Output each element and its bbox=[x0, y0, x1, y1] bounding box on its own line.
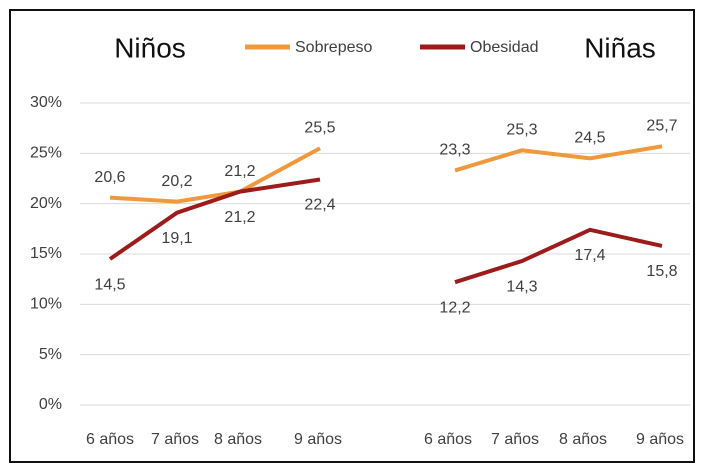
x-tick-label: 6 años bbox=[86, 431, 134, 448]
data-label: 19,1 bbox=[161, 230, 192, 247]
panel-title: Niñas bbox=[584, 32, 656, 63]
x-tick-label: 9 años bbox=[294, 431, 342, 448]
data-label: 12,2 bbox=[439, 299, 470, 316]
data-label: 20,6 bbox=[94, 169, 125, 186]
y-tick-label: 30% bbox=[30, 94, 62, 111]
x-tick-label: 6 años bbox=[424, 431, 472, 448]
x-tick-label: 8 años bbox=[559, 431, 607, 448]
y-tick-label: 10% bbox=[30, 296, 62, 313]
data-label: 17,4 bbox=[574, 247, 605, 264]
legend-label: Sobrepeso bbox=[295, 39, 372, 56]
data-label: 15,8 bbox=[646, 263, 677, 280]
x-tick-label: 8 años bbox=[214, 431, 262, 448]
y-tick-label: 0% bbox=[39, 396, 62, 413]
data-label: 21,2 bbox=[224, 163, 255, 180]
data-label: 21,2 bbox=[224, 209, 255, 226]
x-tick-label: 7 años bbox=[151, 431, 199, 448]
data-label: 25,5 bbox=[304, 120, 335, 137]
x-tick-label: 7 años bbox=[491, 431, 539, 448]
x-tick-label: 9 años bbox=[636, 431, 684, 448]
series-line bbox=[108, 177, 321, 261]
data-label: 23,3 bbox=[439, 142, 470, 159]
data-label: 22,4 bbox=[304, 197, 335, 214]
series-line bbox=[454, 227, 663, 285]
data-label: 24,5 bbox=[574, 130, 605, 147]
data-label: 14,5 bbox=[94, 276, 125, 293]
y-tick-label: 15% bbox=[30, 245, 62, 262]
series-line bbox=[454, 144, 663, 173]
y-tick-label: 5% bbox=[39, 346, 62, 363]
y-tick-label: 20% bbox=[30, 195, 62, 212]
data-label: 25,7 bbox=[646, 118, 677, 135]
y-tick-label: 25% bbox=[30, 145, 62, 162]
frame bbox=[9, 9, 695, 463]
data-label: 14,3 bbox=[506, 278, 537, 295]
data-label: 25,3 bbox=[506, 122, 537, 139]
panel-title: Niños bbox=[114, 32, 186, 63]
data-label: 20,2 bbox=[161, 173, 192, 190]
series-line bbox=[109, 146, 321, 204]
legend-label: Obesidad bbox=[470, 39, 539, 56]
